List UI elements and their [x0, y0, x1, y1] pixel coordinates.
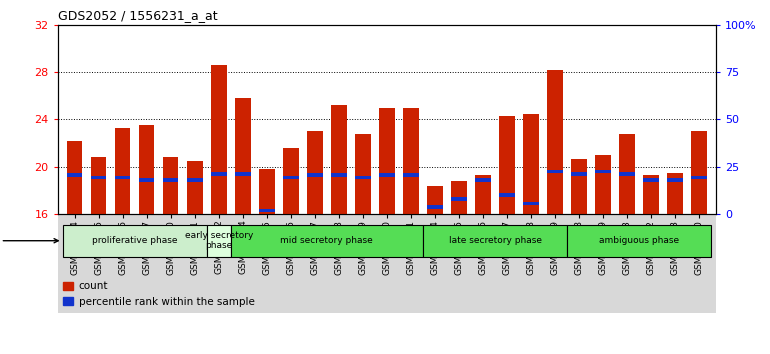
Bar — [235, 172, 250, 176]
Bar — [571, 172, 587, 176]
Bar — [427, 186, 443, 214]
Bar — [331, 105, 347, 214]
Bar — [524, 114, 539, 214]
Bar — [211, 172, 226, 176]
Bar — [187, 178, 203, 182]
Bar — [67, 173, 82, 177]
Bar — [115, 176, 130, 179]
Bar — [67, 141, 82, 214]
Bar — [139, 178, 155, 182]
Bar — [379, 108, 395, 214]
Bar — [331, 173, 347, 177]
Bar — [524, 202, 539, 205]
Bar — [423, 225, 567, 257]
Bar — [571, 159, 587, 214]
Bar — [644, 175, 659, 214]
Bar — [619, 172, 635, 176]
Bar — [595, 155, 611, 214]
Bar — [691, 131, 707, 214]
Bar — [567, 225, 711, 257]
Text: late secretory phase: late secretory phase — [449, 236, 541, 245]
Bar — [283, 148, 299, 214]
Bar — [547, 170, 563, 173]
Bar — [91, 176, 106, 179]
Bar — [139, 125, 155, 214]
Bar — [211, 65, 226, 214]
Bar — [187, 161, 203, 214]
Bar — [499, 116, 515, 214]
Text: ambiguous phase: ambiguous phase — [599, 236, 679, 245]
Text: other: other — [0, 236, 59, 246]
Bar — [403, 173, 419, 177]
Legend: count, percentile rank within the sample: count, percentile rank within the sample — [63, 281, 254, 307]
Text: proliferative phase: proliferative phase — [92, 236, 177, 245]
Bar — [163, 178, 179, 182]
Text: mid secretory phase: mid secretory phase — [280, 236, 373, 245]
Bar — [91, 157, 106, 214]
Bar — [115, 128, 130, 214]
Bar — [379, 173, 395, 177]
Bar — [307, 131, 323, 214]
Bar — [499, 193, 515, 197]
Bar — [668, 178, 683, 182]
Bar — [595, 170, 611, 173]
FancyBboxPatch shape — [58, 214, 716, 313]
Bar — [451, 181, 467, 214]
Bar — [403, 108, 419, 214]
Bar — [355, 176, 370, 179]
Bar — [475, 178, 490, 182]
Text: GDS2052 / 1556231_a_at: GDS2052 / 1556231_a_at — [58, 9, 217, 22]
Bar — [355, 134, 370, 214]
Bar — [163, 157, 179, 214]
Text: early secretory
phase: early secretory phase — [185, 231, 253, 250]
Bar — [451, 197, 467, 201]
Bar — [475, 175, 490, 214]
Bar — [619, 134, 635, 214]
Bar — [644, 178, 659, 182]
Bar — [283, 176, 299, 179]
Bar — [235, 98, 250, 214]
Bar — [231, 225, 423, 257]
Bar — [259, 169, 275, 214]
Bar — [668, 173, 683, 214]
Bar — [206, 225, 231, 257]
Bar — [259, 209, 275, 212]
Bar — [307, 173, 323, 177]
Bar — [691, 176, 707, 179]
Bar — [427, 205, 443, 209]
Bar — [62, 225, 206, 257]
Bar — [547, 70, 563, 214]
